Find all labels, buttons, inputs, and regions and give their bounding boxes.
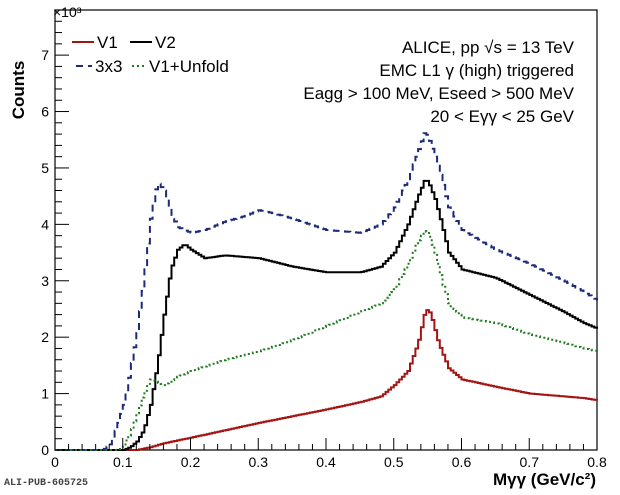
x-tick-label: 0.4 [316, 454, 336, 470]
y-tick-label: 6 [41, 104, 49, 120]
x-axis-title: Mγγ (GeV/c²) [493, 470, 596, 489]
x-tick-label: 0.3 [249, 454, 269, 470]
x-tick-label: 0.7 [520, 454, 540, 470]
series-line-v1 [55, 309, 598, 451]
legend: V1 V2 3x3 V1+Unfold [72, 33, 229, 76]
axes-layer: 0 0.1 0.2 0.3 0.4 0.5 0.6 0.7 0.8 0 1 2 3 4 5 6 7 [41, 9, 607, 470]
y-tick-label: 5 [41, 160, 49, 176]
annotation-3: Eagg > 100 MeV, Eseed > 500 MeV [303, 84, 574, 103]
series-line-3x3 [55, 132, 598, 451]
series-layer [55, 132, 598, 451]
legend-label: V1 [97, 33, 118, 52]
x-tick-label: 0.5 [384, 454, 404, 470]
legend-label: 3x3 [95, 57, 122, 76]
y-tick-label: 7 [41, 47, 49, 63]
legend-label: V1+Unfold [149, 57, 229, 76]
publication-id: ALI-PUB-605725 [4, 478, 89, 489]
x-tick-label: 0.8 [587, 454, 607, 470]
annotation-1: ALICE, pp √s = 13 TeV [402, 38, 575, 57]
y-tick-label: 3 [41, 273, 49, 289]
y-tick-label: 4 [41, 216, 49, 232]
y-axis-title: Counts [9, 61, 28, 120]
x-tick-label: 0.1 [113, 454, 133, 470]
y-tick-label: 0 [41, 442, 49, 458]
legend-label: V2 [155, 33, 176, 52]
annotation-4: 20 < Eγγ < 25 GeV [430, 107, 574, 126]
series-line-v1-unfold [55, 230, 598, 451]
x-tick-label: 0.2 [181, 454, 201, 470]
y-tick-label: 2 [41, 329, 49, 345]
series-line-v2 [55, 179, 598, 451]
y-multiplier: ×10³ [53, 4, 82, 20]
annotation-block: ALICE, pp √s = 13 TeV EMC L1 γ (high) tr… [303, 38, 574, 126]
annotation-2: EMC L1 γ (high) triggered [379, 61, 574, 80]
x-tick-label: 0.6 [452, 454, 472, 470]
x-tick-label: 0 [51, 454, 59, 470]
y-tick-label: 1 [41, 386, 49, 402]
